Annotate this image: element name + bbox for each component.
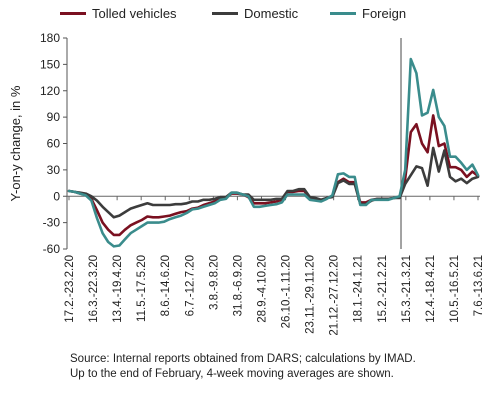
legend-swatch-tolled — [60, 12, 86, 15]
x-tick-label: 15.3.-21.3.21 — [401, 255, 413, 323]
x-tick-label: 3.8.-9.8.20 — [208, 255, 220, 310]
legend-label-domestic: Domestic — [244, 6, 299, 21]
legend-label-tolled: Tolled vehicles — [92, 6, 177, 21]
x-tick-label: 12.4.-18.4.21 — [425, 255, 437, 323]
y-tick-label: 150 — [40, 57, 60, 71]
x-tick-label: 18.1.-24.1.21 — [353, 255, 365, 323]
series-line-foreign — [67, 57, 480, 248]
y-tick-label: -60 — [43, 242, 61, 256]
y-tick-label: 180 — [40, 31, 60, 45]
series-line-tolled-vehicles — [67, 114, 480, 237]
series-line-domestic — [67, 146, 480, 219]
y-tick-label: 120 — [40, 84, 60, 98]
x-tick-label: 8.6.-14.6.20 — [160, 255, 172, 316]
y-tick-label: -30 — [43, 216, 61, 230]
source-line-2: Up to the end of February, 4-week moving… — [70, 368, 394, 380]
x-tick-label: 11.5.-17.5.20 — [136, 255, 148, 322]
y-tick-label: 60 — [47, 137, 61, 151]
source-note: Source: Internal reports obtained from D… — [70, 352, 480, 382]
legend-label-foreign: Foreign — [362, 6, 407, 21]
x-tick-label: 13.4.-19.4.20 — [112, 255, 124, 323]
legend-item-tolled: Tolled vehicles — [60, 6, 177, 21]
legend-item-foreign: Foreign — [330, 6, 406, 21]
legend-item-domestic: Domestic — [212, 6, 298, 21]
y-axis-label: Y-on-y change, in % — [8, 85, 23, 201]
legend-swatch-foreign — [330, 12, 356, 15]
y-tick-label: 90 — [47, 110, 61, 124]
x-tick-label: 10.5.-16.5.21 — [449, 255, 461, 323]
x-tick-label: 31.8.-6.9.20 — [232, 255, 244, 316]
x-tick-label: 28.9.-4.10.20 — [256, 255, 268, 323]
x-tick-label: 26.10.-1.11.20 — [281, 255, 293, 328]
source-line-1: Source: Internal reports obtained from D… — [70, 353, 416, 365]
x-tick-label: 15.2.-21.2.21 — [377, 255, 389, 323]
legend: Tolled vehicles Domestic Foreign — [0, 4, 490, 26]
x-tick-label: 21.12.-27.12.20 — [329, 255, 341, 336]
x-tick-label: 6.7.-12.7.20 — [184, 255, 196, 316]
y-tick-label: 30 — [47, 163, 61, 177]
x-tick-label: 16.3.-22.3.20 — [88, 255, 100, 323]
y-tick-label: 0 — [53, 189, 60, 203]
x-tick-label: 23.11.-29.11.20 — [305, 255, 317, 334]
legend-swatch-domestic — [212, 12, 238, 15]
x-tick-label: 17.2.-23.2.20 — [64, 255, 76, 323]
x-tick-label: 7.6.-13.6.21 — [473, 255, 485, 316]
line-chart: -60 -30 0 30 60 90 120 150 180 17.2.-23.2.20 16.3.… — [8, 31, 485, 336]
